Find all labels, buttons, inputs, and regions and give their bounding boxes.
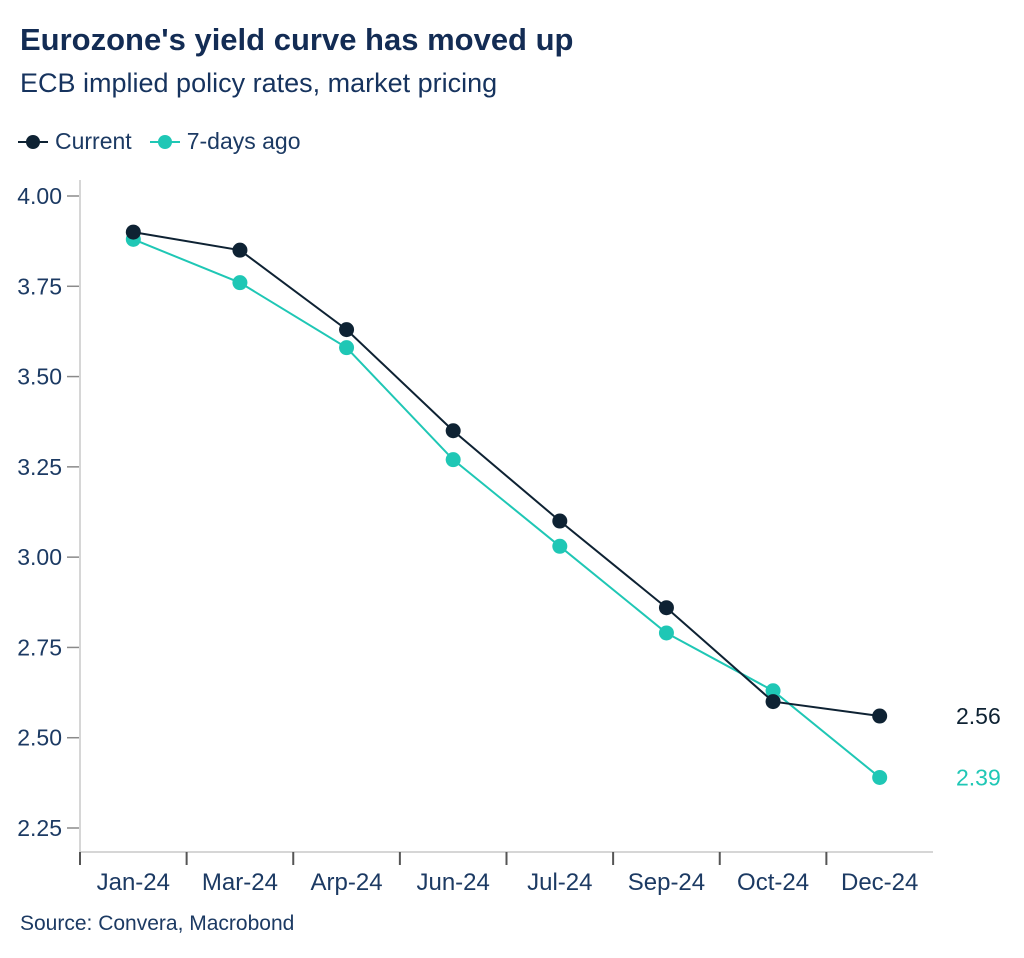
x-tick-label: Dec-24 <box>841 869 918 896</box>
data-point <box>872 769 888 785</box>
legend-item-current: Current <box>18 128 132 155</box>
legend: Current 7-days ago <box>18 128 301 155</box>
line-chart: 4.00 3.75 3.50 3.25 3.00 2.75 2.50 2.25 Jan-24 Ma… <box>17 180 1001 896</box>
y-tick-label: 2.25 <box>17 815 62 841</box>
legend-label-current: Current <box>55 128 132 154</box>
data-point <box>658 625 674 641</box>
series-end-label: 2.39 <box>956 764 1001 790</box>
chart-subtitle: ECB implied policy rates, market pricing <box>20 68 498 98</box>
legend-marker-current-icon <box>18 134 48 149</box>
data-point <box>339 340 355 356</box>
data-point <box>552 513 568 529</box>
y-tick-label: 4.00 <box>17 183 62 209</box>
data-point <box>445 452 461 468</box>
data-point <box>765 683 781 699</box>
chart-title: Eurozone's yield curve has moved up <box>20 22 574 57</box>
data-point <box>232 275 248 291</box>
y-tick-label: 2.75 <box>17 634 62 660</box>
data-point <box>872 708 888 724</box>
x-tick-label: Jul-24 <box>527 869 592 896</box>
x-tick-label: Mar-24 <box>202 869 278 896</box>
data-point <box>552 538 568 554</box>
source-note: Source: Convera, Macrobond <box>20 912 295 935</box>
y-tick-label: 3.25 <box>17 454 62 480</box>
legend-label-7-days-ago: 7-days ago <box>186 128 301 154</box>
data-point <box>445 423 461 439</box>
x-tick-label: Oct-24 <box>737 869 809 896</box>
x-tick-label: Sep-24 <box>628 869 705 896</box>
y-tick-label: 2.50 <box>17 725 62 751</box>
y-tick-label: 3.50 <box>17 364 62 390</box>
legend-marker-7-days-ago-icon <box>149 134 180 149</box>
data-point <box>125 224 141 240</box>
data-point <box>765 694 781 710</box>
x-tick-label: Jan-24 <box>97 869 170 896</box>
x-tick-label: Arp-24 <box>311 869 383 896</box>
legend-item-7-days-ago: 7-days ago <box>149 128 301 155</box>
series-line-7-days-ago <box>132 238 881 779</box>
data-point <box>232 242 248 258</box>
series-line-current <box>133 231 880 718</box>
y-tick-label: 3.00 <box>17 544 62 570</box>
data-point <box>658 600 674 616</box>
x-tick-label: Jun-24 <box>416 869 489 896</box>
data-point <box>339 322 355 338</box>
series-end-label: 2.56 <box>956 703 1001 729</box>
y-tick-label: 3.75 <box>17 273 62 299</box>
